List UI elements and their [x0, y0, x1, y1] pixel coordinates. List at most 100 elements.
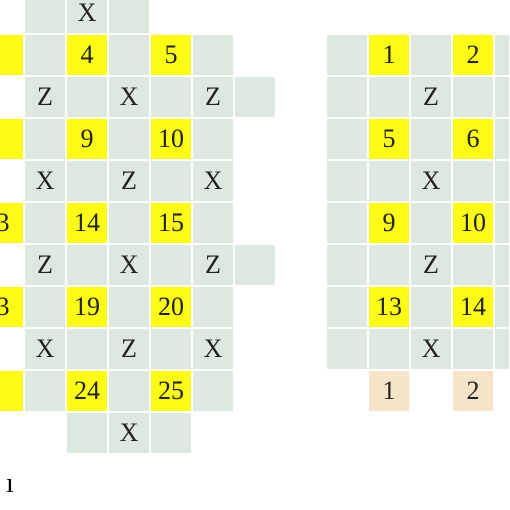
- grid-cell: [368, 160, 410, 202]
- grid-cell: 19: [66, 286, 108, 328]
- grid-cell-label: X: [204, 166, 223, 196]
- grid-cell: [368, 328, 410, 370]
- grid-cell-label: 25: [158, 376, 184, 406]
- grid-cell: [192, 202, 234, 244]
- grid-cell-label: 24: [74, 376, 100, 406]
- grid-cell-label: X: [36, 166, 55, 196]
- grid-cell-label: X: [120, 82, 139, 112]
- grid-cell-label: 5: [165, 40, 178, 70]
- grid-cell: 15: [150, 202, 192, 244]
- grid-cell: X: [410, 160, 452, 202]
- grid-cell: [234, 76, 276, 118]
- footer-label: ı: [6, 468, 14, 500]
- grid-cell: [108, 370, 150, 412]
- grid-cell: 6: [452, 118, 494, 160]
- grid-cell: Z: [24, 76, 66, 118]
- grid-cell: 9: [368, 202, 410, 244]
- grid-cell: [368, 244, 410, 286]
- grid-cell: X: [192, 328, 234, 370]
- grid-cell-label: 2: [467, 376, 480, 406]
- grid-cell: [150, 412, 192, 454]
- grid-cell-label: 10: [158, 124, 184, 154]
- grid-cell: 3: [0, 286, 24, 328]
- grid-cell-label: 10: [460, 208, 486, 238]
- grid-cell: [326, 286, 368, 328]
- grid-cell: [150, 76, 192, 118]
- grid-cell: [192, 118, 234, 160]
- grid-cell: [494, 286, 510, 328]
- grid-cell: [24, 0, 66, 34]
- grid-cell-label: 14: [460, 292, 486, 322]
- grid-cell: 5: [150, 34, 192, 76]
- grid-cell: [326, 160, 368, 202]
- grid-cell-label: Z: [37, 82, 53, 112]
- grid-cell-label: 19: [74, 292, 100, 322]
- grid-cell-label: Z: [121, 166, 137, 196]
- grid-cell: 5: [368, 118, 410, 160]
- grid-cell: [326, 202, 368, 244]
- grid-cell-label: Z: [121, 334, 137, 364]
- grid-cell-label: 3: [0, 208, 10, 238]
- grid-cell: [494, 160, 510, 202]
- grid-cell: [108, 118, 150, 160]
- grid-cell: Z: [192, 76, 234, 118]
- grid-cell: Z: [108, 328, 150, 370]
- grid-cell-label: 14: [74, 208, 100, 238]
- grid-cell: 10: [452, 202, 494, 244]
- grid-cell-label: X: [120, 250, 139, 280]
- grid-cell: [326, 34, 368, 76]
- grid-cell: Z: [24, 244, 66, 286]
- grid-cell-label: 2: [467, 40, 480, 70]
- grid-cell-label: 15: [158, 208, 184, 238]
- grid-cell: [494, 328, 510, 370]
- grid-cell: [452, 328, 494, 370]
- grid-cell: [24, 286, 66, 328]
- grid-cell: Z: [192, 244, 234, 286]
- grid-cell-label: 9: [383, 208, 396, 238]
- grid-cell-label: 1: [383, 376, 396, 406]
- grid-cell: 24: [66, 370, 108, 412]
- grid-cell: [368, 76, 410, 118]
- grid-cell: Z: [108, 160, 150, 202]
- grid-cell-label: 20: [158, 292, 184, 322]
- grid-cell-label: Z: [423, 82, 439, 112]
- grid-cell: X: [24, 328, 66, 370]
- grid-cell: [326, 76, 368, 118]
- grid-cell: 4: [66, 34, 108, 76]
- grid-cell-label: 9: [81, 124, 94, 154]
- grid-cell-label: 13: [376, 292, 402, 322]
- grid-cell: 9: [66, 118, 108, 160]
- grid-cell-label: X: [120, 418, 139, 448]
- grid-cell: [150, 328, 192, 370]
- grid-cell: [0, 118, 24, 160]
- grid-cell: 20: [150, 286, 192, 328]
- grid-cell-label: Z: [37, 250, 53, 280]
- grid-cell-label: 3: [0, 292, 10, 322]
- grid-cell: [150, 244, 192, 286]
- grid-cell: [494, 202, 510, 244]
- grid-cell: [494, 34, 510, 76]
- grid-cell-label: 4: [81, 40, 94, 70]
- grid-cell: X: [24, 160, 66, 202]
- grid-cell: [24, 118, 66, 160]
- grid-cell: [452, 76, 494, 118]
- grid-cell: 14: [66, 202, 108, 244]
- grid-cell: [108, 0, 150, 34]
- grid-cell: X: [192, 160, 234, 202]
- grid-cell: [326, 328, 368, 370]
- grid-cell: [108, 286, 150, 328]
- grid-cell: [24, 370, 66, 412]
- grid-cell: 25: [150, 370, 192, 412]
- grid-cell: [66, 244, 108, 286]
- grid-cell: [150, 160, 192, 202]
- grid-cell-label: X: [422, 334, 441, 364]
- grid-cell-label: 5: [383, 124, 396, 154]
- grid-cell: [410, 286, 452, 328]
- grid-cell: [24, 34, 66, 76]
- grid-cell: 3: [0, 202, 24, 244]
- grid-cell-label: 1: [383, 40, 396, 70]
- grid-cell: X: [108, 76, 150, 118]
- grid-cell: [24, 202, 66, 244]
- grid-cell: [108, 202, 150, 244]
- grid-cell: 2: [452, 370, 494, 412]
